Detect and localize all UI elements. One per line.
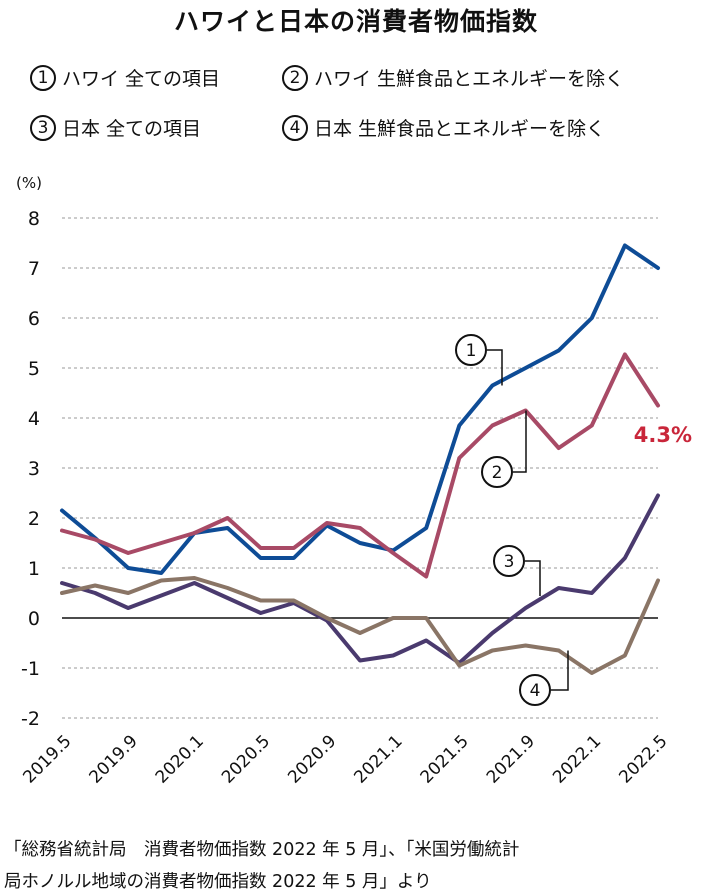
source-line-2: 局ホノルル地域の消費者物価指数 2022 年 5 月」より [4,872,432,892]
y-axis-unit-label: (%) [16,174,42,192]
y-tick-label: 0 [28,608,40,630]
legend-label-1: ハワイ 全ての項目 [62,68,221,90]
y-tick-label: -2 [21,708,40,730]
callout-leader-2 [513,410,527,473]
legend-marker-3: 3 [30,114,56,141]
callouts: 1 2 3 4 4.3% [455,334,692,706]
series-line-3 [60,493,660,665]
series-line-4 [60,576,660,675]
x-tick-label: 2020.1 [152,731,208,787]
callout-circle-4 [519,674,551,706]
callout-number-1: 1 [466,341,477,361]
x-tick-label: 2020.9 [284,731,340,787]
legend-marker-4: 4 [282,114,308,141]
y-tick-label: 4 [28,408,40,430]
legend-label-2: ハワイ 生鮮食品とエネルギーを除く [314,68,625,90]
value-annotation-4-3-percent: 4.3% [634,423,692,447]
y-tick-label: 8 [28,208,40,230]
x-tick-label: 2022.1 [549,731,605,787]
y-tick-label: 2 [28,508,40,530]
series-line-1 [60,243,660,575]
callout-number-3: 3 [504,552,515,572]
legend-marker-1: 1 [30,64,56,91]
grid [62,217,658,719]
x-tick-label: 2019.9 [86,731,142,787]
callout-leader-3 [525,560,541,596]
x-tick-label: 2020.5 [218,731,274,787]
source-line-1: 「総務省統計局 消費者物価指数 2022 年 5 月」、「米国労働統計 [4,840,520,860]
chart-title: ハワイと日本の消費者物価指数 [173,7,538,36]
legend-item-2: 2 ハワイ 生鮮食品とエネルギーを除く [282,64,624,91]
y-tick-label: 6 [28,308,40,330]
legend-label-4: 日本 生鮮食品とエネルギーを除く [314,118,606,140]
legend-item-1: 1 ハワイ 全ての項目 [30,64,220,91]
legend-item-4: 4 日本 生鮮食品とエネルギーを除く [282,114,605,141]
callout-leader-1 [487,349,503,386]
legend-item-3: 3 日本 全ての項目 [30,114,201,141]
callout-number-2: 2 [492,463,503,483]
x-tick-label: 2021.9 [483,731,539,787]
x-tick-label: 2019.5 [19,731,75,787]
series-lines [60,243,660,675]
x-tick-label: 2021.5 [417,731,473,787]
legend-marker-2: 2 [282,64,308,91]
callout-leader-4 [551,650,569,691]
y-tick-label: 3 [28,458,40,480]
x-tick-label: 2021.1 [350,731,406,787]
y-tick-label: -1 [21,658,40,680]
series-line-2 [60,352,660,579]
callout-circle-3 [493,545,525,577]
y-tick-label: 1 [28,558,40,580]
x-tick-labels: 2019.5 2019.9 2020.1 2020.5 2020.9 2021.1 2021… [19,731,671,787]
y-tick-label: 7 [28,258,40,280]
legend-label-3: 日本 全ての項目 [62,118,202,140]
callout-number-4: 4 [530,681,541,701]
callout-circle-2 [481,456,513,488]
callout-circle-1 [455,334,487,366]
y-tick-label: 5 [28,358,40,380]
x-tick-label: 2022.5 [615,731,671,787]
y-tick-labels: 8 7 6 5 4 3 2 1 0 -1 -2 [21,208,40,730]
